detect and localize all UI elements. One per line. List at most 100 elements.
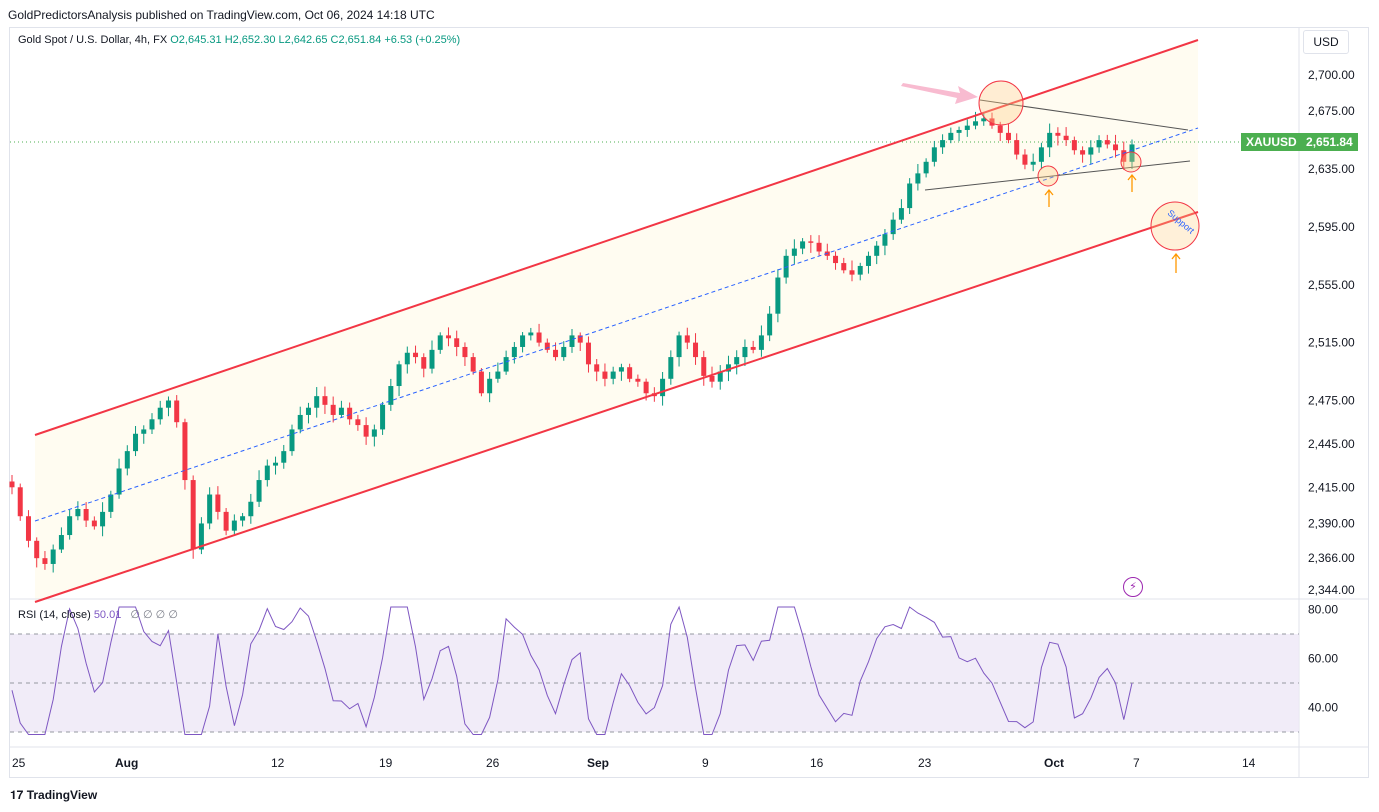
candle-body	[635, 378, 641, 382]
candle-body	[380, 404, 386, 430]
legend-open: O2,645.31	[170, 34, 222, 46]
candle-body	[767, 313, 773, 336]
candle-body	[305, 407, 311, 415]
candle-body	[734, 357, 740, 365]
candle-body	[445, 335, 451, 339]
candle-body	[322, 396, 328, 405]
candle-body	[330, 404, 336, 415]
candle-body	[1038, 147, 1044, 162]
candle-body	[289, 429, 295, 452]
candle-body	[17, 487, 23, 517]
candle-body	[528, 332, 534, 336]
candle-body	[281, 451, 287, 463]
up-arrow-icon	[1127, 173, 1137, 192]
candle-body	[371, 429, 377, 437]
candle-body	[544, 342, 550, 350]
candle-body	[709, 375, 715, 382]
candle-body	[882, 234, 888, 246]
candle-body	[964, 125, 970, 130]
candle-body	[50, 549, 56, 564]
candle-body	[1088, 147, 1094, 155]
candle-body	[775, 277, 781, 314]
candle-body	[67, 516, 73, 536]
candle-body	[618, 367, 624, 372]
candle-body	[841, 263, 847, 271]
price-tick-label: 2,555.00	[1308, 278, 1355, 292]
candle-body	[997, 125, 1003, 133]
publisher-line: GoldPredictorsAnalysis published on Trad…	[8, 8, 435, 22]
candle-body	[91, 520, 97, 527]
candle-body	[750, 346, 756, 350]
candle-body	[660, 378, 666, 397]
candle-body	[725, 364, 731, 372]
candle-body	[973, 121, 979, 126]
candle-body	[1030, 161, 1036, 165]
candle-body	[470, 357, 476, 372]
candle-body	[174, 400, 180, 423]
candle-body	[865, 255, 871, 266]
candle-body	[25, 516, 31, 541]
legend-change: +6.53 (+0.25%)	[384, 34, 461, 46]
candle-body	[1055, 132, 1061, 136]
candle-body	[1129, 144, 1135, 162]
candle-body	[668, 357, 674, 379]
chart-legend: Gold Spot / U.S. Dollar, 4h, FX O2,645.3…	[18, 34, 460, 46]
channel-midline	[34, 127, 1199, 522]
tradingview-logo[interactable]: 𝟏𝟕 TradingView	[10, 788, 97, 803]
candle-body	[1096, 140, 1102, 148]
candle-body	[989, 118, 995, 126]
price-tick-label: 2,700.00	[1308, 68, 1355, 82]
candle-body	[907, 183, 913, 209]
currency-button[interactable]: USD	[1303, 30, 1349, 54]
candle-body	[693, 342, 699, 358]
candle-body	[165, 400, 171, 408]
up-arrow-icon	[1171, 252, 1181, 273]
candle-body	[800, 241, 806, 249]
candle-body	[182, 422, 188, 481]
time-tick-label: Oct	[1044, 756, 1064, 770]
candle-body	[742, 346, 748, 358]
chart-frame	[9, 27, 1369, 778]
time-tick-label: 26	[486, 756, 500, 770]
candle-body	[108, 494, 114, 512]
candle-body	[478, 371, 484, 394]
time-tick-label: Sep	[587, 756, 609, 770]
candle-body	[931, 147, 937, 162]
candle-body	[849, 270, 855, 275]
price-tick-label: 2,675.00	[1308, 104, 1355, 118]
candle-body	[240, 516, 246, 521]
candle-body	[923, 161, 929, 174]
candle-body	[1080, 150, 1086, 155]
candle-body	[149, 419, 155, 430]
rsi-line	[11, 605, 1133, 735]
candle-body	[890, 219, 896, 235]
lightning-icon[interactable]: ⚡	[1123, 577, 1143, 597]
candle-body	[857, 265, 863, 275]
candle-body	[701, 357, 707, 376]
low-circle-2	[1120, 151, 1142, 173]
candle-body	[495, 371, 501, 379]
candle-body	[833, 255, 839, 264]
candle-body	[198, 523, 204, 550]
candle-body	[594, 364, 600, 372]
candle-body	[437, 335, 443, 350]
candle-body	[684, 335, 690, 343]
candle-body	[874, 245, 880, 256]
triangle-upper-line	[979, 99, 1189, 131]
candle-body	[956, 129, 962, 133]
candle-body	[363, 425, 369, 437]
price-tick-label: 2,344.00	[1308, 583, 1355, 597]
price-tick-label: 2,635.00	[1308, 162, 1355, 176]
candle-body	[1047, 132, 1053, 148]
price-tick-label: 2,515.00	[1308, 336, 1355, 350]
candle-body	[421, 357, 427, 369]
candle-body	[627, 367, 633, 379]
candle-body	[42, 558, 48, 564]
candle-body	[454, 338, 460, 347]
candle-body	[34, 540, 40, 559]
up-arrow-icons	[1044, 173, 1181, 273]
rsi-label: RSI (14, close)	[18, 609, 91, 621]
candle-body	[462, 346, 468, 358]
candle-body	[83, 508, 89, 521]
